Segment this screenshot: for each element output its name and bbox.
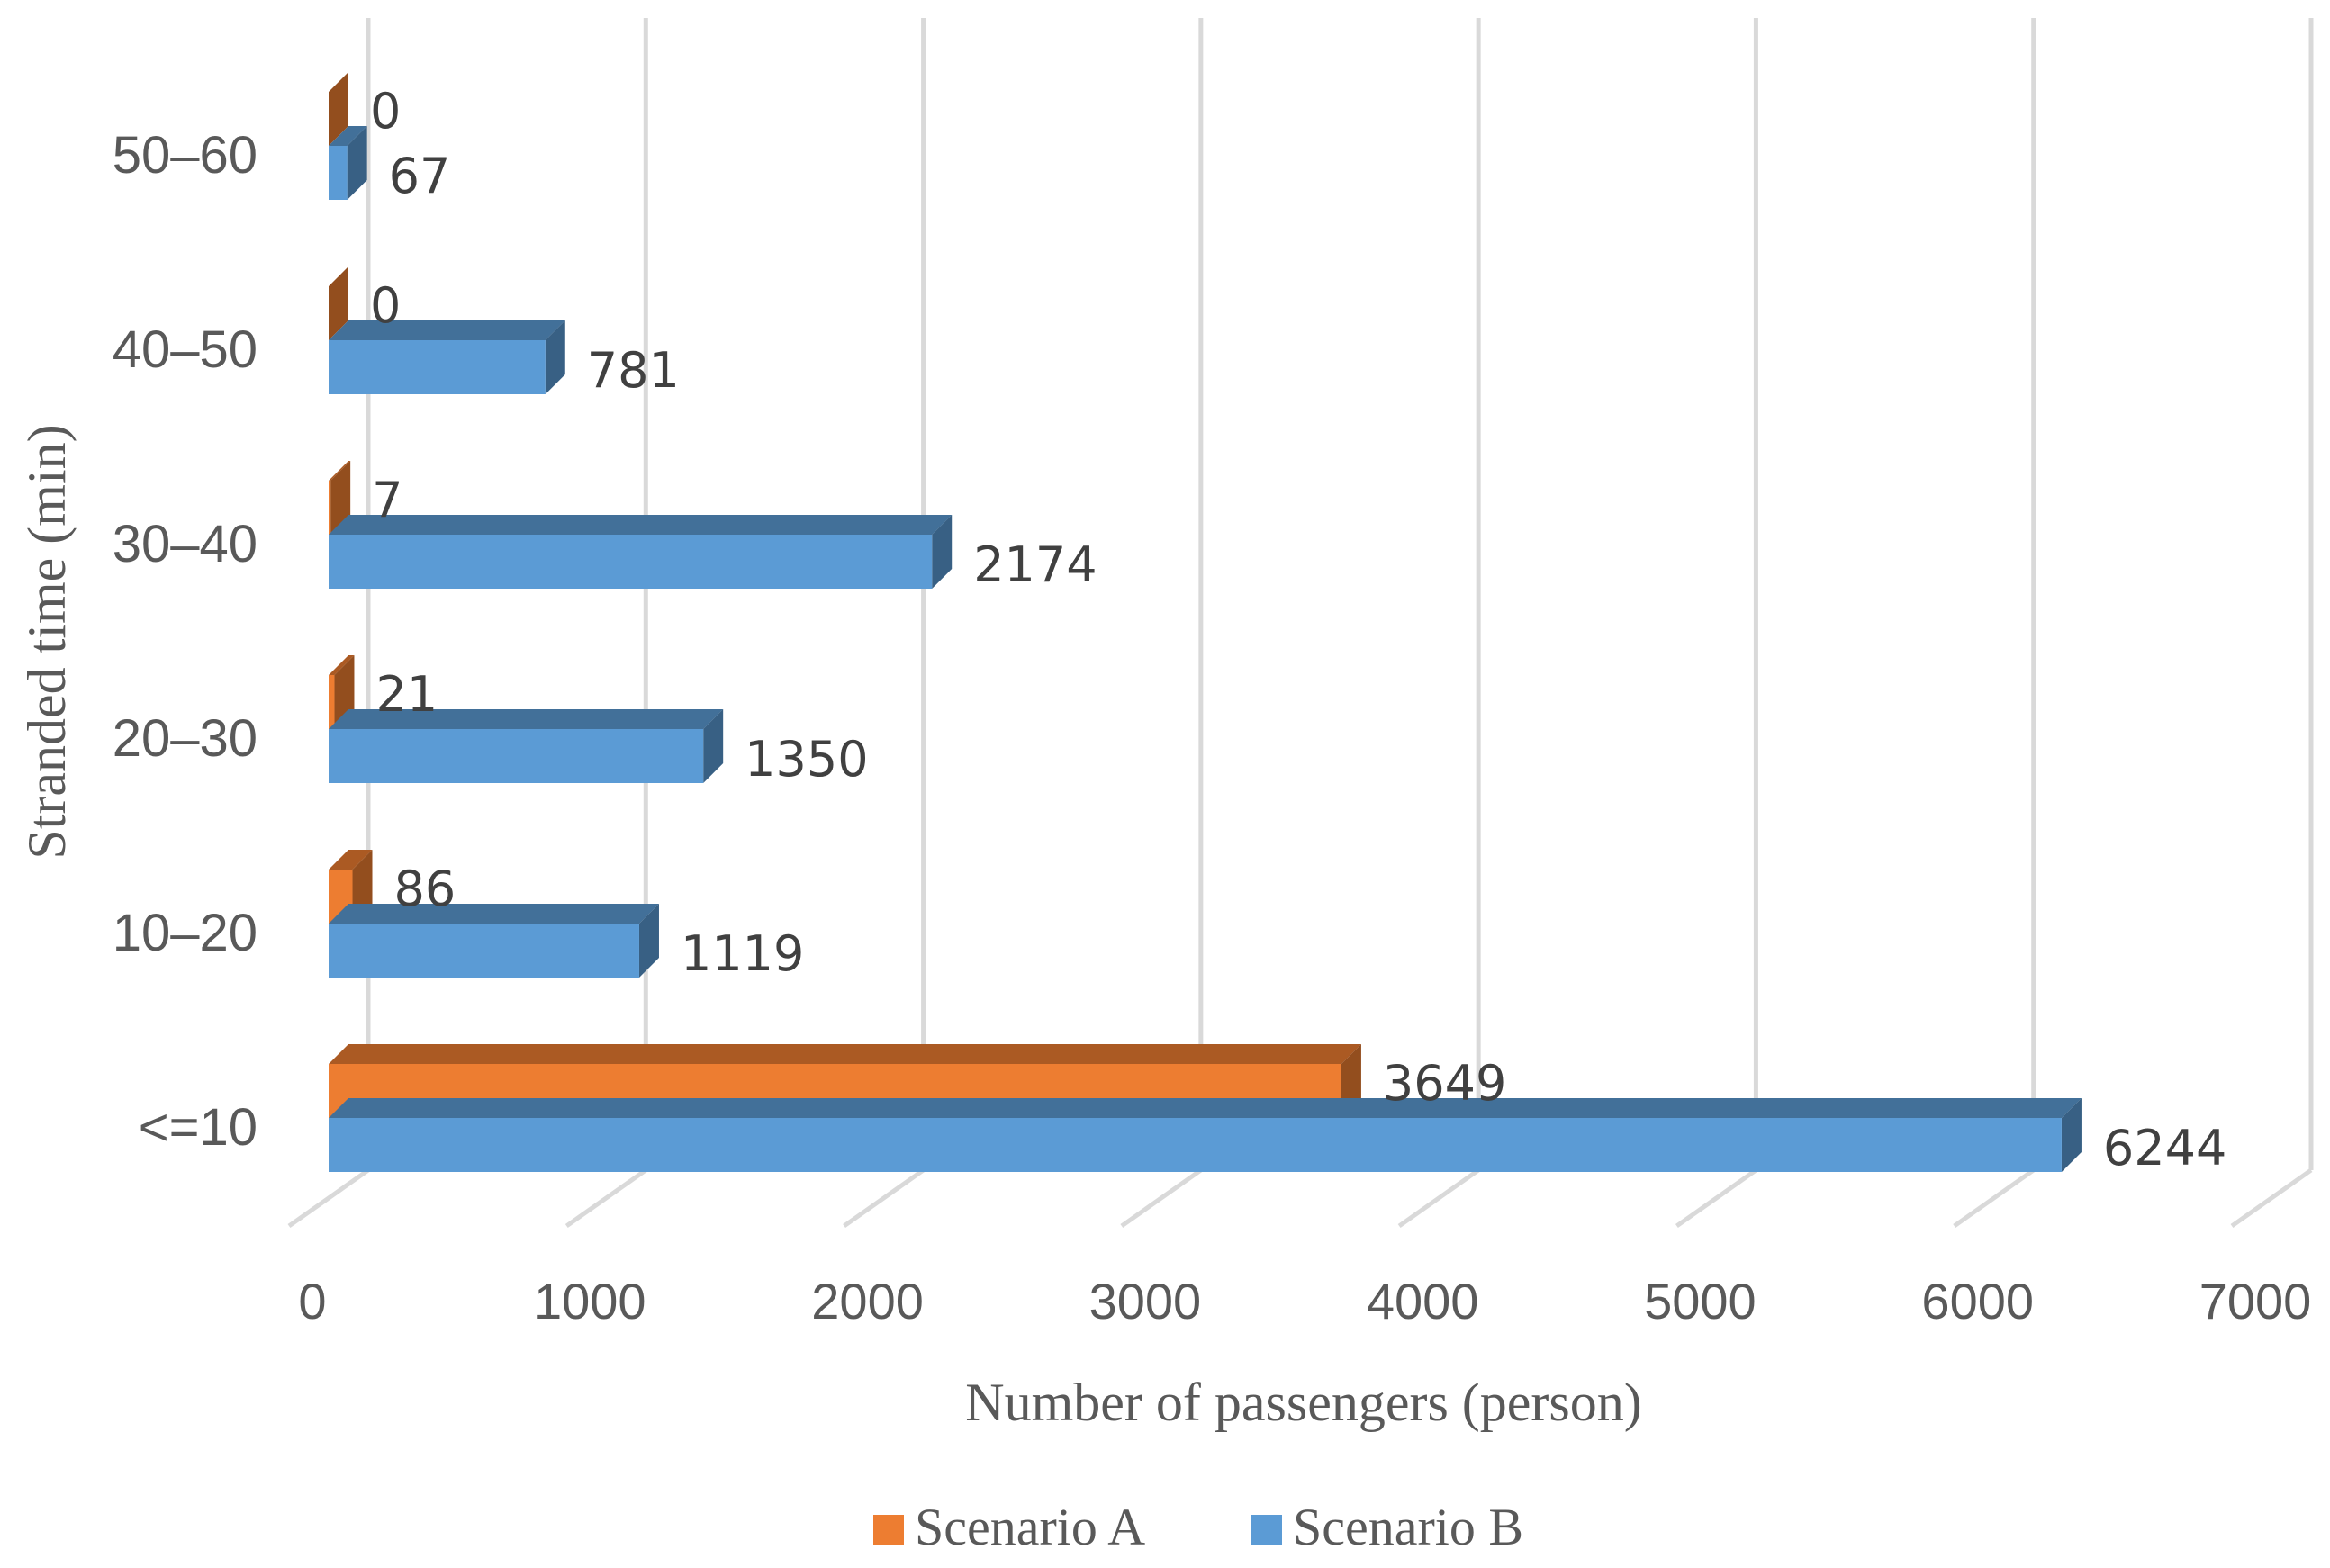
bar-scenario-b-top <box>329 709 724 729</box>
data-label-scenario-a: 0 <box>370 83 401 140</box>
bar-scenario-a-side <box>329 72 348 146</box>
data-label-scenario-b: 2174 <box>973 536 1097 593</box>
bar-scenario-a-side <box>329 266 348 340</box>
data-label-scenario-a: 21 <box>375 666 438 723</box>
bar-scenario-a-top <box>329 655 355 675</box>
x-tick-label: 7000 <box>2199 1273 2312 1329</box>
bar-scenario-b-top <box>329 126 367 146</box>
y-category-label: 30–40 <box>113 515 257 573</box>
bar-scenario-b-front <box>329 535 933 589</box>
bar-scenario-b <box>329 320 565 394</box>
bar-scenario-b-side <box>347 126 367 200</box>
bar-scenario-b-front <box>329 340 546 394</box>
data-label-scenario-b: 1350 <box>745 731 868 788</box>
y-category-label: 20–30 <box>113 709 257 768</box>
bar-scenario-b-front <box>329 924 639 978</box>
bar-scenario-b <box>329 904 659 978</box>
bar-scenario-a <box>329 72 348 146</box>
bar-scenario-b-side <box>2061 1098 2082 1172</box>
legend-swatch-scenario-a <box>873 1515 904 1545</box>
x-axis-ticks: 0 1000 2000 3000 4000 5000 6000 7000 <box>298 1273 2311 1329</box>
x-tick-label: 3000 <box>1089 1273 1202 1329</box>
x-tick-label: 6000 <box>1921 1273 2034 1329</box>
bar-scenario-a-top <box>329 461 351 481</box>
bar-scenario-a-front <box>329 675 335 729</box>
y-category-label: 50–60 <box>113 126 257 185</box>
data-label-scenario-a: 3649 <box>1383 1055 1506 1112</box>
data-labels: 3649 6244 86 1119 21 1350 7 2174 0 781 0 67 <box>370 83 2226 1176</box>
data-label-scenario-b: 1119 <box>681 925 804 982</box>
data-label-scenario-a: 86 <box>394 861 456 917</box>
bar-scenario-a-top <box>329 1044 1361 1064</box>
x-tick-label: 1000 <box>534 1273 646 1329</box>
data-label-scenario-a: 7 <box>372 472 402 528</box>
legend-label-scenario-a: Scenario A <box>915 1498 1145 1556</box>
bar-scenario-b-top <box>329 515 953 535</box>
gridlines <box>287 18 2314 1229</box>
bar-scenario-b-front <box>329 1118 2062 1172</box>
bar-scenario-a-front <box>329 481 331 535</box>
bar-scenario-b-top <box>329 1098 2082 1118</box>
data-label-scenario-b: 67 <box>389 148 451 204</box>
bar-scenario-b-front <box>329 729 704 783</box>
y-axis-categories: <=10 10–20 20–30 30–40 40–50 50–60 <box>113 126 257 1157</box>
floor-gridline <box>1397 1167 1480 1229</box>
bar-scenario-b-top <box>329 320 565 340</box>
x-tick-label: 5000 <box>1644 1273 1757 1329</box>
data-label-scenario-b: 781 <box>587 342 680 399</box>
bar-scenario-b <box>329 1098 2082 1172</box>
floor-gridline <box>1120 1167 1203 1229</box>
bar-scenario-b-front <box>329 146 348 200</box>
floor-gridline <box>287 1167 370 1229</box>
bar-scenario-b-side <box>545 320 565 394</box>
bar-scenario-b-side <box>638 904 659 978</box>
bar-scenario-b <box>329 515 953 589</box>
bars <box>329 72 2082 1172</box>
y-category-label: 40–50 <box>113 320 257 379</box>
legend-swatch-scenario-b <box>1251 1515 1282 1545</box>
bar-scenario-b-side <box>932 515 953 589</box>
data-label-scenario-b: 6244 <box>2103 1120 2226 1176</box>
floor-gridline <box>564 1167 647 1229</box>
y-category-label: 10–20 <box>113 904 257 962</box>
bar-scenario-b-top <box>329 904 659 924</box>
bar-scenario-a-top <box>329 850 373 870</box>
legend-label-scenario-b: Scenario B <box>1293 1498 1523 1556</box>
bar-scenario-a-side <box>330 461 351 535</box>
x-tick-label: 4000 <box>1367 1273 1479 1329</box>
bar-scenario-b-side <box>703 709 724 783</box>
legend: Scenario A Scenario B <box>873 1498 1523 1556</box>
x-tick-label: 2000 <box>811 1273 924 1329</box>
y-category-label: <=10 <box>139 1098 257 1157</box>
floor-gridline <box>2230 1167 2313 1229</box>
y-axis-title: Stranded time (min) <box>17 424 77 859</box>
floor-gridline <box>843 1167 926 1229</box>
bar-scenario-b <box>329 126 367 200</box>
bar-scenario-b <box>329 709 724 783</box>
bar-scenario-a <box>329 266 348 340</box>
x-tick-label: 0 <box>298 1273 326 1329</box>
data-label-scenario-a: 0 <box>370 277 401 334</box>
x-axis-title: Number of passengers (person) <box>965 1373 1641 1432</box>
bar-scenario-a <box>329 461 351 535</box>
floor-gridline <box>1953 1167 2036 1229</box>
floor-gridline <box>1675 1167 1757 1229</box>
